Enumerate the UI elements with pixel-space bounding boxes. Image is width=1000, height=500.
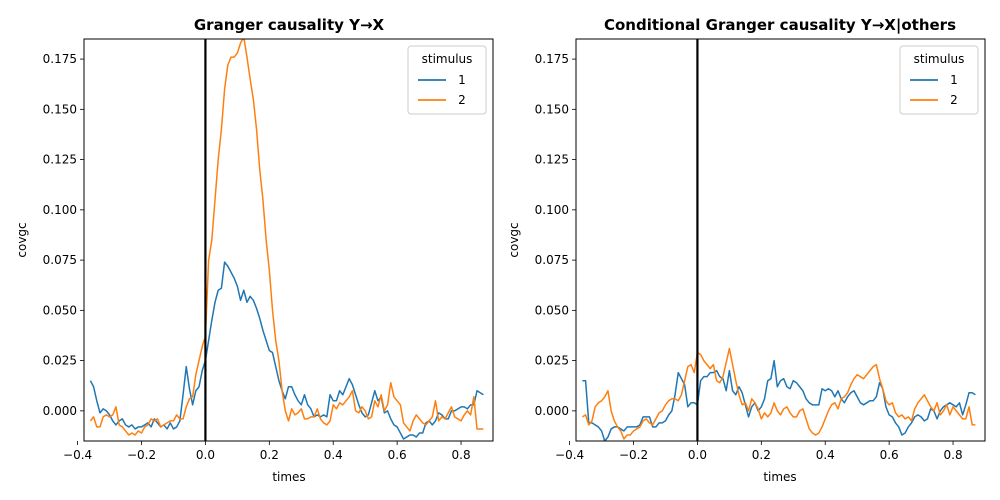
x-axis-label: times bbox=[272, 470, 305, 484]
x-tick-label: −0.4 bbox=[555, 448, 584, 462]
y-tick-label: 0.125 bbox=[535, 153, 569, 167]
x-tick-label: 0.6 bbox=[880, 448, 899, 462]
legend: stimulus 1 2 bbox=[407, 45, 487, 115]
x-tick-label: −0.2 bbox=[619, 448, 648, 462]
y-tick-label: 0.075 bbox=[43, 253, 77, 267]
legend: stimulus 1 2 bbox=[899, 45, 979, 115]
x-tick-label: 0.2 bbox=[260, 448, 279, 462]
x-tick-label: 0.2 bbox=[752, 448, 771, 462]
legend-title: stimulus bbox=[914, 52, 965, 66]
y-tick-label: 0.100 bbox=[535, 203, 569, 217]
y-tick-label: 0.125 bbox=[43, 153, 77, 167]
x-tick-label: 0.8 bbox=[452, 448, 471, 462]
y-tick-label: 0.050 bbox=[535, 303, 569, 317]
chart-title: Granger causality Y→X bbox=[194, 16, 385, 34]
y-tick-label: 0.000 bbox=[535, 404, 569, 418]
x-tick-label: −0.2 bbox=[127, 448, 156, 462]
y-tick-label: 0.050 bbox=[43, 303, 77, 317]
y-axis-label: covgc bbox=[15, 222, 29, 257]
x-tick-label: 0.0 bbox=[688, 448, 707, 462]
legend-box bbox=[899, 45, 979, 115]
x-tick-label: 0.8 bbox=[944, 448, 963, 462]
plot-area: −0.4 −0.2 0.0 0.2 0.4 0.6 0.8 0.000 0.025 0.050 0.… bbox=[535, 38, 986, 462]
series-group bbox=[89, 39, 484, 441]
x-tick-label: 0.6 bbox=[388, 448, 407, 462]
plot-area: −0.4 −0.2 0.0 0.2 0.4 0.6 0.8 0.000 0.025 0.050 0.… bbox=[43, 38, 494, 462]
series-1-line bbox=[582, 359, 976, 441]
chart-right: Conditional Granger causality Y→X|others… bbox=[507, 16, 986, 484]
x-tick-label: 0.4 bbox=[324, 448, 343, 462]
legend-label: 1 bbox=[950, 73, 958, 87]
y-tick-label: 0.150 bbox=[535, 102, 569, 116]
series-2-line bbox=[581, 347, 976, 440]
axes-frame bbox=[575, 38, 986, 442]
y-tick-label: 0.000 bbox=[43, 404, 77, 418]
chart-title: Conditional Granger causality Y→X|others bbox=[604, 16, 956, 35]
axes-frame bbox=[83, 38, 494, 442]
x-tick-label: 0.0 bbox=[196, 448, 215, 462]
y-axis-label: covgc bbox=[507, 222, 521, 257]
legend-label: 2 bbox=[950, 93, 958, 107]
x-axis-label: times bbox=[763, 470, 796, 484]
legend-box bbox=[407, 45, 487, 115]
y-tick-label: 0.150 bbox=[43, 102, 77, 116]
legend-title: stimulus bbox=[422, 52, 473, 66]
y-tick-label: 0.025 bbox=[535, 354, 569, 368]
series-group bbox=[581, 39, 976, 441]
legend-label: 2 bbox=[458, 93, 466, 107]
y-tick-label: 0.175 bbox=[43, 52, 77, 66]
series-2-line bbox=[89, 39, 484, 436]
series-1-line bbox=[89, 261, 484, 440]
x-tick-label: 0.4 bbox=[816, 448, 835, 462]
y-tick-label: 0.100 bbox=[43, 203, 77, 217]
x-tick-label: −0.4 bbox=[63, 448, 92, 462]
y-tick-label: 0.025 bbox=[43, 354, 77, 368]
y-tick-label: 0.075 bbox=[535, 253, 569, 267]
chart-left: Granger causality Y→X times covgc −0.4 −0… bbox=[15, 16, 494, 484]
legend-label: 1 bbox=[458, 73, 466, 87]
y-tick-label: 0.175 bbox=[535, 52, 569, 66]
